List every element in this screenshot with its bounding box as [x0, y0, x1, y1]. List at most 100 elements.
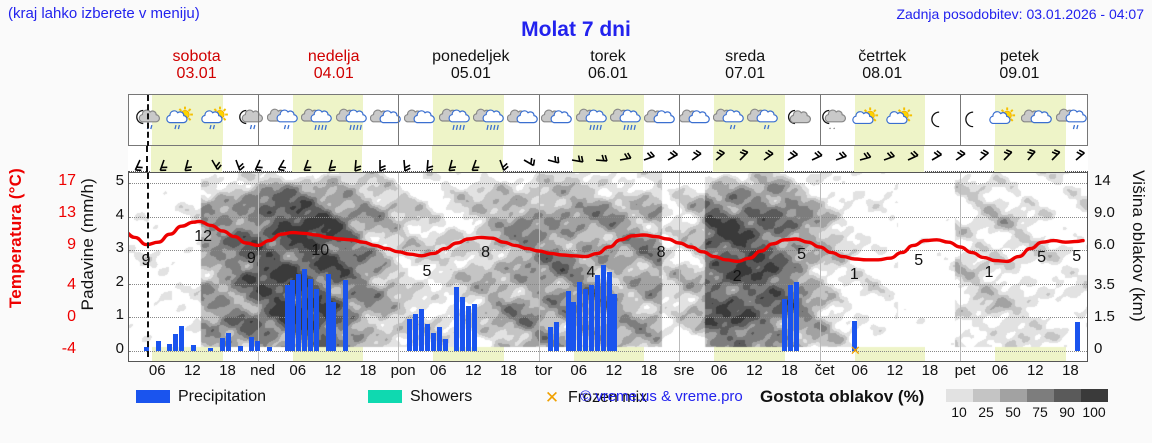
precipitation-bar — [606, 272, 612, 351]
x-axis-tick-label: 06 — [429, 362, 447, 379]
cloud-density-legend-title: Gostota oblakov (%) — [760, 387, 925, 406]
legend-frozen-mix-label: Frozen mix — [568, 389, 648, 407]
cloud-icon — [1020, 95, 1054, 147]
precipitation-bar — [190, 344, 196, 351]
density-swatch — [1081, 389, 1108, 402]
temperature-value-label: 4 — [586, 263, 596, 281]
day-name: sobota — [172, 48, 221, 65]
axis-tick-label: 4 — [67, 276, 76, 293]
precipitation-bar — [208, 347, 214, 351]
location-menu-note[interactable]: (kraj lahko izberete v meniju) — [8, 5, 200, 22]
page-title: Molat 7 dni — [521, 18, 631, 41]
precipitation-bar — [577, 282, 583, 351]
precipitation-bar — [331, 302, 337, 351]
day-date: 08.01 — [862, 65, 903, 83]
moon-cloud-icon — [780, 95, 814, 147]
daylight-band — [713, 146, 784, 172]
current-time-marker — [146, 173, 149, 357]
density-scale-label: 50 — [1005, 404, 1021, 420]
axis-tick-label: 2 — [115, 272, 124, 290]
x-axis-tick-label: ned — [250, 362, 276, 379]
x-axis-tick-label: 12 — [465, 362, 482, 379]
x-axis-tick-label: 12 — [324, 362, 342, 379]
day-header-2: ponedeljek 05.01 — [402, 48, 539, 83]
temperature-value-label: 9 — [141, 251, 151, 269]
precipitation-bar — [594, 275, 600, 351]
temperature-value-label: 5 — [422, 262, 432, 280]
wind-barb-band — [128, 146, 1088, 172]
precipitation-bar — [290, 280, 296, 351]
x-axis-tick-label: pet — [954, 362, 976, 379]
precipitation-bar — [220, 338, 226, 351]
density-swatch — [1027, 389, 1054, 402]
cloud-icon — [643, 95, 677, 147]
moon-icon — [918, 95, 952, 147]
axis-tick-label: 0 — [67, 308, 76, 325]
precipitation-bar — [179, 325, 185, 351]
temperature-value-label: 5 — [797, 246, 807, 263]
x-axis-tick-label: čet — [814, 362, 835, 379]
copyright-link[interactable]: © vreme.us & vreme.pro — [580, 388, 743, 405]
day-gridline — [960, 173, 962, 361]
x-axis-tick-label: 18 — [500, 362, 517, 379]
x-axis-tick-label: 12 — [605, 362, 623, 379]
precipitation-tick-labels: 5 4 3 2 1 0 — [100, 168, 124, 368]
temperature-value-label: 5 — [1072, 248, 1082, 266]
precipitation-axis-title: Padavine (mm/h) — [78, 178, 97, 311]
x-axis-tick-label: 18 — [219, 362, 236, 379]
sun-cloud-icon — [883, 95, 917, 147]
horizontal-gridline — [129, 183, 1087, 184]
last-update-label: Zadnja posodobitev: 03.01.2026 - 04:07 — [896, 6, 1144, 22]
current-time-marker — [146, 95, 149, 147]
temperature-value-label: 9 — [246, 250, 256, 267]
x-axis-tick-label: 12 — [886, 362, 904, 379]
precipitation-bar — [612, 293, 618, 351]
cloud-height-axis-title: Višina oblakov (km) — [1129, 170, 1148, 322]
precipitation-bar — [793, 282, 799, 351]
showers-swatch — [368, 390, 402, 404]
precipitation-bar — [466, 305, 471, 351]
cloud-icon — [678, 95, 712, 147]
density-scale-label: 100 — [1082, 404, 1106, 420]
day-name: ponedeljek — [432, 48, 510, 65]
x-axis-tick-label: pon — [390, 362, 416, 379]
x-axis-tick-label: 18 — [640, 362, 658, 379]
axis-tick-label: 5 — [115, 172, 124, 189]
x-axis-tick-label: 06 — [570, 362, 588, 379]
precipitation-bar — [296, 273, 302, 351]
sky-condition-band: * * — [128, 94, 1088, 147]
precipitation-bar — [782, 298, 788, 351]
legend-showers: Showers — [368, 388, 472, 406]
day-header-4: sreda 07.01 — [677, 48, 814, 83]
axis-tick-label: 0 — [1094, 340, 1103, 357]
temperature-value-label: 1 — [849, 266, 859, 283]
density-swatch — [973, 389, 1000, 402]
precipitation-bar — [553, 322, 559, 351]
day-header-6: petek 09.01 — [951, 48, 1088, 83]
day-date: 09.01 — [999, 65, 1040, 83]
x-axis-tick-label: 06 — [851, 362, 869, 379]
moon-cloud-snow-icon: * * — [815, 95, 849, 147]
day-gridline — [538, 173, 540, 361]
day-separator — [679, 95, 681, 147]
precipitation-bar — [307, 278, 313, 351]
horizontal-gridline — [129, 351, 1087, 352]
x-axis-tick-label: 06 — [710, 362, 728, 379]
precipitation-bar — [471, 303, 477, 351]
x-axis-tick-label: tor — [534, 362, 553, 379]
cloud-drizzle-icon — [712, 95, 746, 147]
axis-tick-label: 17 — [58, 172, 76, 189]
svg-text:*: * — [829, 127, 831, 133]
day-date: 05.01 — [450, 65, 491, 83]
temperature-value-label: 8 — [656, 243, 666, 261]
x-axis-tick-label: sre — [673, 362, 695, 379]
precipitation-bar — [249, 336, 255, 351]
legend-precipitation-label: Precipitation — [178, 388, 267, 405]
day-gridline — [257, 173, 259, 361]
day-header-3: torek 06.01 — [539, 48, 676, 83]
x-axis-tick-label: 18 — [1062, 362, 1079, 379]
precipitation-bar — [460, 297, 466, 351]
x-axis-tick-label: 18 — [781, 362, 798, 379]
temperature-value-label: 10 — [311, 242, 330, 259]
precipitation-bar — [343, 280, 349, 351]
